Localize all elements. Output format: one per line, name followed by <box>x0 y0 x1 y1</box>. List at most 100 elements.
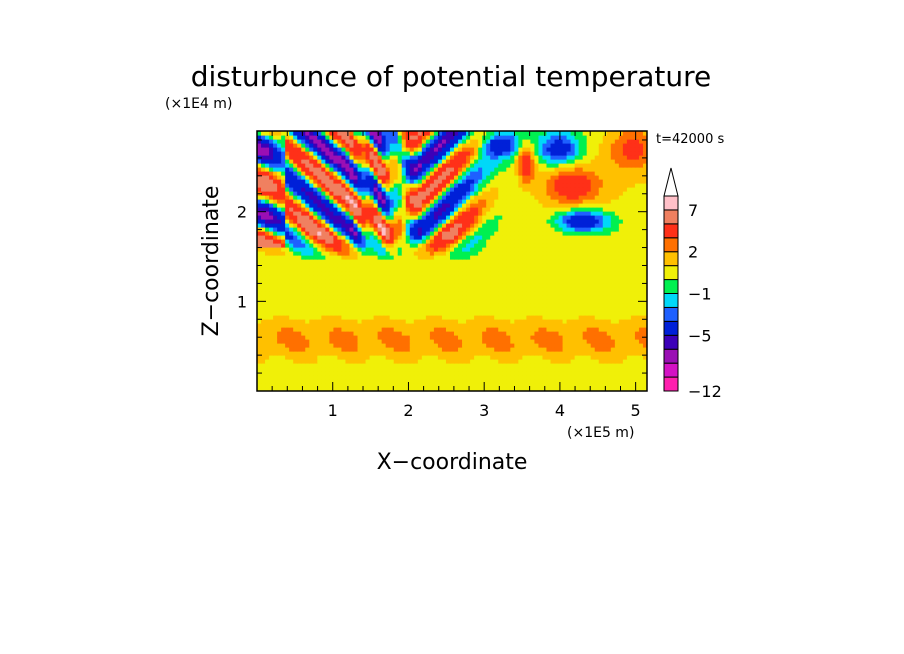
heatmap-cell <box>614 195 620 200</box>
heatmap-cell <box>349 367 355 372</box>
heatmap-cell <box>610 367 616 372</box>
heatmap-cell <box>365 307 371 312</box>
heatmap-cell <box>514 191 519 196</box>
heatmap-cell <box>562 199 568 204</box>
heatmap-cell <box>433 279 439 284</box>
heatmap-cell <box>518 207 523 212</box>
heatmap-cell <box>445 207 451 212</box>
heatmap-cell <box>385 283 391 288</box>
heatmap-cell <box>309 359 314 364</box>
heatmap-cell <box>377 215 383 220</box>
heatmap-cell <box>550 359 556 364</box>
heatmap-cell <box>490 227 495 232</box>
heatmap-cell <box>325 303 330 308</box>
heatmap-cell <box>462 227 467 232</box>
heatmap-cell <box>494 359 499 364</box>
heatmap-cell <box>261 335 266 340</box>
heatmap-cell <box>349 303 355 308</box>
heatmap-cell <box>385 223 391 228</box>
heatmap-cell <box>309 235 314 240</box>
heatmap-cell <box>337 259 343 264</box>
heatmap-cell <box>361 291 367 296</box>
heatmap-cell <box>441 359 447 364</box>
heatmap-cell <box>361 375 367 380</box>
heatmap-cell <box>333 303 339 308</box>
heatmap-cell <box>353 283 359 288</box>
heatmap-cell <box>630 243 636 248</box>
heatmap-cell <box>610 379 616 384</box>
heatmap-cell <box>602 259 608 264</box>
heatmap-cell <box>582 319 588 324</box>
heatmap-cell <box>285 291 290 296</box>
heatmap-cell <box>429 335 435 340</box>
heatmap-cell <box>269 283 274 288</box>
heatmap-cell <box>397 219 403 224</box>
heatmap-cell <box>486 371 491 376</box>
heatmap-cell <box>486 279 491 284</box>
heatmap-cell <box>550 339 556 344</box>
heatmap-cell <box>445 355 451 360</box>
heatmap-cell <box>634 235 640 240</box>
heatmap-cell <box>381 247 387 252</box>
heatmap-cell <box>329 303 334 308</box>
heatmap-cell <box>425 215 431 220</box>
heatmap-cell <box>610 227 616 232</box>
heatmap-cell <box>522 203 527 208</box>
heatmap-cell <box>478 307 483 312</box>
heatmap-cell <box>466 279 471 284</box>
heatmap-cell <box>285 231 290 236</box>
heatmap-cell <box>325 199 330 204</box>
heatmap-cell <box>305 299 310 304</box>
heatmap-cell <box>610 303 616 308</box>
heatmap-cell <box>293 343 298 348</box>
heatmap-cell <box>482 211 487 216</box>
heatmap-cell <box>433 363 439 368</box>
heatmap-cell <box>293 235 298 240</box>
heatmap-cell <box>606 267 612 272</box>
heatmap-cell <box>558 239 564 244</box>
heatmap-cell <box>281 375 286 380</box>
heatmap-cell <box>494 383 499 388</box>
heatmap-cell <box>261 387 266 391</box>
heatmap-cell <box>313 287 318 292</box>
heatmap-cell <box>441 223 447 228</box>
heatmap-cell <box>566 271 572 276</box>
heatmap-cell <box>409 335 415 340</box>
heatmap-cell <box>522 247 527 252</box>
heatmap-cell <box>514 211 519 216</box>
heatmap-cell <box>538 239 544 244</box>
heatmap-cell <box>574 323 580 328</box>
heatmap-cell <box>337 247 343 252</box>
heatmap-cell <box>534 199 540 204</box>
heatmap-cell <box>458 339 463 344</box>
heatmap-cell <box>441 375 447 380</box>
heatmap-cell <box>642 259 647 264</box>
heatmap-cell <box>301 363 306 368</box>
heatmap-cell <box>590 275 596 280</box>
heatmap-cell <box>273 379 278 384</box>
heatmap-cell <box>610 375 616 380</box>
heatmap-cell <box>462 207 467 212</box>
heatmap-cell <box>365 347 371 352</box>
heatmap-cell <box>618 375 624 380</box>
heatmap-cell <box>441 211 447 216</box>
heatmap-cell <box>349 271 355 276</box>
heatmap-cell <box>361 355 367 360</box>
heatmap-cell <box>305 271 310 276</box>
heatmap-cell <box>445 303 451 308</box>
heatmap-cell <box>490 255 495 260</box>
heatmap-cell <box>413 231 419 236</box>
heatmap-cell <box>257 183 262 188</box>
heatmap-cell <box>578 291 584 296</box>
heatmap-cell <box>305 343 310 348</box>
heatmap-cell <box>514 375 519 380</box>
heatmap-cell <box>506 303 511 308</box>
heatmap-cell <box>526 231 531 236</box>
heatmap-cell <box>277 287 282 292</box>
heatmap-cell <box>429 283 435 288</box>
heatmap-cell <box>578 259 584 264</box>
heatmap-cell <box>614 335 620 340</box>
heatmap-cell <box>265 299 270 304</box>
heatmap-cell <box>313 347 318 352</box>
heatmap-cell <box>349 355 355 360</box>
